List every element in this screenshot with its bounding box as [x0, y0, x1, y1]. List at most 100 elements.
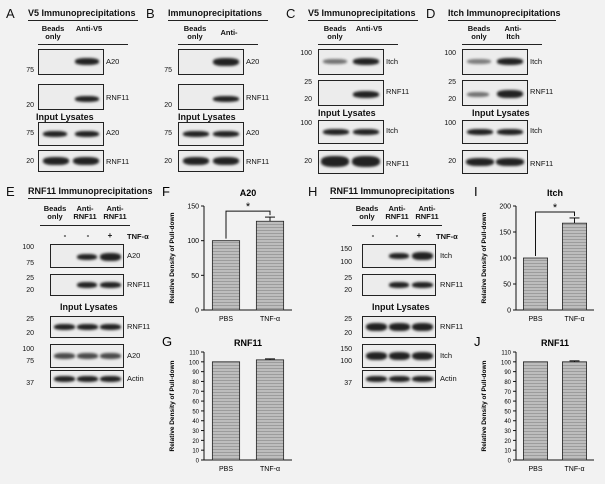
- y-axis-label: Relative Density of Pull-down: [481, 360, 488, 451]
- blot-label: RNF11: [530, 159, 554, 168]
- lane-label: Beads only: [355, 204, 379, 221]
- y-tick-label: 100: [499, 256, 511, 263]
- western-blot: [50, 370, 124, 388]
- lane-label: Beads only: [43, 204, 67, 221]
- y-tick-label: 0: [508, 459, 512, 465]
- y-axis-label: Relative Density of Pull-down: [169, 360, 176, 451]
- western-blot: [50, 316, 124, 338]
- western-blot: [462, 80, 528, 106]
- y-tick-label: 90: [504, 370, 511, 376]
- blot-label: Itch: [440, 251, 453, 260]
- chart-title: Itch: [547, 188, 563, 198]
- treatment-sign: +: [107, 231, 113, 240]
- blot-label: A20: [106, 57, 120, 66]
- mw-marker: 100: [300, 50, 312, 57]
- chart-title: A20: [240, 188, 257, 198]
- lane-label: Beads only: [467, 24, 491, 41]
- treatment-label: TNF-α: [127, 232, 149, 241]
- blot-label: A20: [127, 351, 141, 360]
- y-tick-label: 100: [501, 360, 512, 366]
- mw-marker: 100: [300, 120, 312, 127]
- lane-label: Anti-: [220, 28, 238, 37]
- mw-marker: 20: [448, 96, 456, 103]
- y-tick-label: 80: [504, 380, 511, 386]
- y-tick-label: 60: [504, 400, 511, 406]
- y-tick-label: 50: [192, 409, 199, 415]
- significance-bracket: [225, 210, 271, 239]
- bar-chart-g: G RNF11 0 10 20 30 40 50 60 70 80 90 100 110 Relative …: [162, 334, 292, 473]
- bar: [523, 257, 548, 311]
- x-tick-label: TNF-α: [260, 316, 280, 323]
- mw-marker: 25: [344, 275, 352, 282]
- mw-marker: 20: [344, 287, 352, 294]
- panel-letter: I: [474, 184, 478, 199]
- mw-marker: 100: [444, 120, 456, 127]
- blot-label: RNF11: [440, 322, 464, 331]
- y-tick-label: 150: [499, 230, 511, 237]
- treatment-sign: +: [416, 231, 422, 240]
- x-tick-label: TNF-α: [565, 316, 585, 323]
- panel-title: Itch Immunoprecipitations: [448, 8, 561, 18]
- mw-marker: 75: [164, 130, 172, 137]
- y-tick-label: 40: [192, 419, 199, 425]
- mw-marker: 25: [26, 316, 34, 323]
- mw-marker: 25: [344, 316, 352, 323]
- y-tick-label: 0: [196, 459, 200, 465]
- treatment-sign: -: [86, 231, 90, 240]
- mw-marker: 75: [26, 260, 34, 267]
- significance-marker: *: [553, 202, 558, 214]
- lane-label: Anti-RNF11: [103, 204, 127, 221]
- bar: [255, 359, 285, 461]
- bar-chart-j: J RNF11 0 10 20 30 40 50 60 70 80 90 100 110 Relative …: [474, 334, 594, 473]
- mw-marker: 75: [164, 67, 172, 74]
- y-tick-label: 10: [192, 449, 199, 455]
- y-tick-label: 50: [191, 273, 199, 280]
- bar: [523, 361, 548, 461]
- lane-label: Anti-V5: [355, 24, 383, 33]
- y-tick-label: 100: [189, 360, 200, 366]
- western-blot: [318, 150, 384, 174]
- significance-bracket: [535, 211, 575, 256]
- bar: [562, 222, 587, 311]
- bar-chart-f: F A20 0 50 100 150 Relative Density of Pull-do…: [162, 184, 292, 323]
- lane-label: Beads only: [41, 24, 65, 41]
- panel-letter: J: [474, 334, 481, 349]
- western-blot: [318, 120, 384, 144]
- y-tick-label: 40: [504, 419, 511, 425]
- y-tick-label: 80: [192, 380, 199, 386]
- lane-label: Beads only: [183, 24, 207, 41]
- lane-label: Anti-Itch: [504, 24, 522, 41]
- lane-label: Anti-RNF11: [73, 204, 97, 221]
- panel-letter: D: [426, 6, 436, 21]
- mw-marker: 150: [340, 346, 352, 353]
- blot-label: Itch: [386, 126, 399, 135]
- section-title: Input Lysates: [36, 112, 94, 122]
- mw-marker: 20: [26, 287, 34, 294]
- western-blot: [38, 84, 104, 110]
- lane-label: Anti-V5: [75, 24, 103, 33]
- western-blot: [462, 120, 528, 144]
- mw-marker: 20: [304, 96, 312, 103]
- y-axis-label: Relative Density of Pull-down: [169, 212, 176, 303]
- western-blot: [178, 84, 244, 110]
- y-tick-label: 200: [499, 204, 511, 211]
- mw-marker: 75: [26, 67, 34, 74]
- y-tick-label: 30: [192, 429, 199, 435]
- bar: [211, 361, 241, 461]
- panel-letter: H: [308, 184, 318, 199]
- panel-letter: C: [286, 6, 296, 21]
- bar: [255, 220, 285, 311]
- blot-label: A20: [106, 128, 120, 137]
- y-tick-label: 30: [504, 429, 511, 435]
- western-blot: [178, 49, 244, 75]
- lane-label: Anti-RNF11: [385, 204, 409, 221]
- mw-marker: 20: [26, 330, 34, 337]
- western-blot: [178, 150, 244, 172]
- mw-marker: 75: [26, 130, 34, 137]
- section-title: Input Lysates: [60, 302, 118, 312]
- mw-marker: 100: [22, 244, 34, 251]
- western-blot: [362, 316, 436, 338]
- blot-label: RNF11: [386, 159, 410, 168]
- mw-marker: 20: [448, 158, 456, 165]
- western-blot: [50, 274, 124, 296]
